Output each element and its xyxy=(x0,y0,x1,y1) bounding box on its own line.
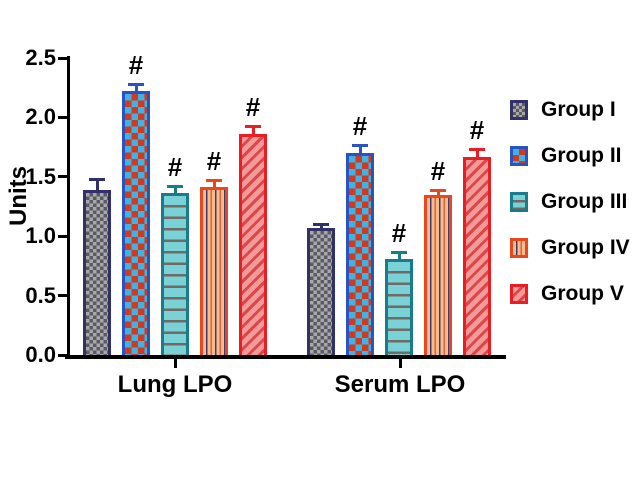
y-tick-label: 0.5 xyxy=(25,282,56,308)
error-bar-cap xyxy=(391,250,407,254)
error-bar-cap xyxy=(352,143,368,147)
significance-hash: # xyxy=(167,152,183,183)
legend-label-group-iii: Group III xyxy=(541,190,628,213)
y-tick-mark xyxy=(58,115,68,119)
bar-group-iii-1 xyxy=(385,258,413,355)
error-bar-cap xyxy=(313,223,329,227)
x-tick-mark xyxy=(173,359,177,368)
error-bar-stem xyxy=(95,179,99,196)
y-tick-label: 2.5 xyxy=(25,45,56,70)
significance-hash: # xyxy=(391,217,407,248)
error-bar-stem xyxy=(251,125,255,141)
bar-group-iii-0 xyxy=(161,193,189,355)
legend-swatch-group-ii xyxy=(510,146,528,166)
bar-group-i-1 xyxy=(307,227,335,355)
significance-hash: # xyxy=(245,91,261,122)
legend-swatch-group-iii xyxy=(510,192,528,212)
bar-group-iv-1 xyxy=(424,194,452,355)
y-tick-mark xyxy=(58,56,68,60)
error-bar-cap xyxy=(128,83,144,87)
error-bar-cap xyxy=(245,124,261,128)
legend-swatch-group-v xyxy=(510,284,528,304)
bar-group-iv-0 xyxy=(200,187,228,355)
y-tick-label: 1.5 xyxy=(25,163,56,189)
y-tick-label: 0.0 xyxy=(25,342,56,367)
y-tick-mark xyxy=(58,175,68,179)
significance-hash: # xyxy=(352,110,368,141)
error-bar-stem xyxy=(173,186,177,200)
error-bar-cap xyxy=(167,185,183,189)
significance-hash: # xyxy=(206,146,222,177)
significance-hash: # xyxy=(469,115,485,146)
y-tick-mark xyxy=(58,234,68,238)
bar-group-ii-0 xyxy=(122,91,150,355)
legend-label-group-v: Group V xyxy=(541,282,624,305)
legend-swatch-group-iv xyxy=(510,238,528,258)
legend-label-group-i: Group I xyxy=(541,98,616,121)
error-bar-cap xyxy=(430,188,446,192)
y-axis-line xyxy=(67,56,70,359)
y-tick-mark xyxy=(58,353,68,357)
legend-swatch-group-i xyxy=(510,100,528,120)
error-bar-cap xyxy=(469,148,485,152)
bar-group-i-0 xyxy=(83,189,111,355)
bar-group-ii-1 xyxy=(346,153,374,355)
x-axis-line xyxy=(65,355,506,359)
bar-group-v-1 xyxy=(463,156,491,355)
error-bar-stem xyxy=(212,180,216,194)
error-bar-cap xyxy=(89,178,105,182)
y-tick-label: 2.0 xyxy=(25,104,56,130)
y-tick-mark xyxy=(58,294,68,298)
significance-hash: # xyxy=(128,50,144,81)
error-bar-cap xyxy=(206,179,222,183)
significance-hash: # xyxy=(430,155,446,186)
y-tick-label: 1.0 xyxy=(25,223,56,249)
x-category-label: Serum LPO xyxy=(334,371,466,398)
legend-label-group-ii: Group II xyxy=(541,144,622,167)
error-bar-stem xyxy=(358,144,362,160)
error-bar-stem xyxy=(397,251,401,265)
x-tick-mark xyxy=(398,359,402,368)
bar-group-v-0 xyxy=(239,134,267,355)
error-bar-stem xyxy=(134,84,138,98)
error-bar-stem xyxy=(475,149,479,163)
x-category-label: Lung LPO xyxy=(117,371,233,398)
legend-label-group-iv: Group IV xyxy=(541,236,630,259)
